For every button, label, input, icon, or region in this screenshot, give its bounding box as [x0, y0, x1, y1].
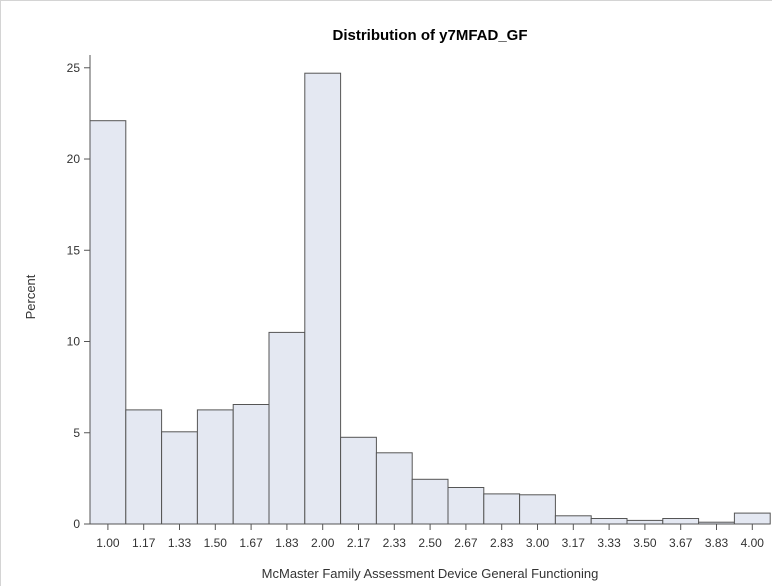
x-tick-label: 1.83	[275, 536, 299, 550]
bar-3.00	[519, 494, 556, 525]
bar-2.00	[304, 72, 342, 525]
x-tick-label: 2.17	[347, 536, 371, 550]
y-tick-label: 10	[67, 335, 81, 349]
x-tick-label: 3.33	[597, 536, 621, 550]
bar-1.67	[232, 404, 270, 525]
x-tick-label: 1.33	[168, 536, 192, 550]
bar-2.67	[447, 487, 485, 525]
bars-group	[89, 72, 771, 525]
bar-1.50	[196, 409, 234, 525]
y-tick-label: 20	[67, 152, 81, 166]
x-tick-label: 2.50	[418, 536, 442, 550]
x-tick-label: 3.83	[705, 536, 729, 550]
x-tick-label: 2.00	[311, 536, 335, 550]
x-tick-label: 1.50	[204, 536, 228, 550]
x-tick-label: 3.17	[562, 536, 586, 550]
bar-2.33	[375, 452, 413, 525]
x-axis-label: McMaster Family Assessment Device Genera…	[262, 566, 599, 581]
chart-title: Distribution of y7MFAD_GF	[333, 27, 528, 44]
bar-1.17	[125, 409, 163, 525]
y-axis: 0 5 10 15 20 25	[67, 55, 91, 531]
x-tick-label: 4.00	[741, 536, 765, 550]
x-tick-label: 2.67	[454, 536, 478, 550]
x-tick-label: 1.17	[132, 536, 156, 550]
x-tick-label: 3.50	[633, 536, 657, 550]
bar-2.83	[483, 493, 521, 525]
bar-3.17	[554, 515, 592, 525]
bar-3.67	[662, 518, 700, 525]
x-tick-label: 3.00	[526, 536, 550, 550]
bar-3.33	[590, 518, 628, 525]
x-axis: 1.00 1.17 1.33 1.50 1.67 1.83 2.00 2.17 2.33 2.50…	[90, 523, 770, 550]
bar-1.00	[89, 120, 127, 525]
y-tick-label: 0	[73, 517, 80, 531]
y-tick-label: 15	[67, 243, 81, 257]
x-tick-label: 1.67	[239, 536, 263, 550]
x-tick-label: 3.67	[669, 536, 693, 550]
bar-1.83	[268, 331, 306, 525]
y-tick-label: 5	[73, 426, 80, 440]
bar-1.33	[161, 431, 198, 525]
x-tick-label: 2.83	[490, 536, 514, 550]
bar-2.17	[340, 436, 377, 525]
x-tick-label: 1.00	[96, 536, 120, 550]
x-tick-label: 2.33	[383, 536, 407, 550]
y-tick-label: 25	[67, 61, 81, 75]
bar-3.50	[626, 519, 664, 525]
bar-2.50	[411, 478, 449, 525]
bar-4.00	[733, 512, 771, 525]
y-axis-label: Percent	[23, 274, 38, 319]
